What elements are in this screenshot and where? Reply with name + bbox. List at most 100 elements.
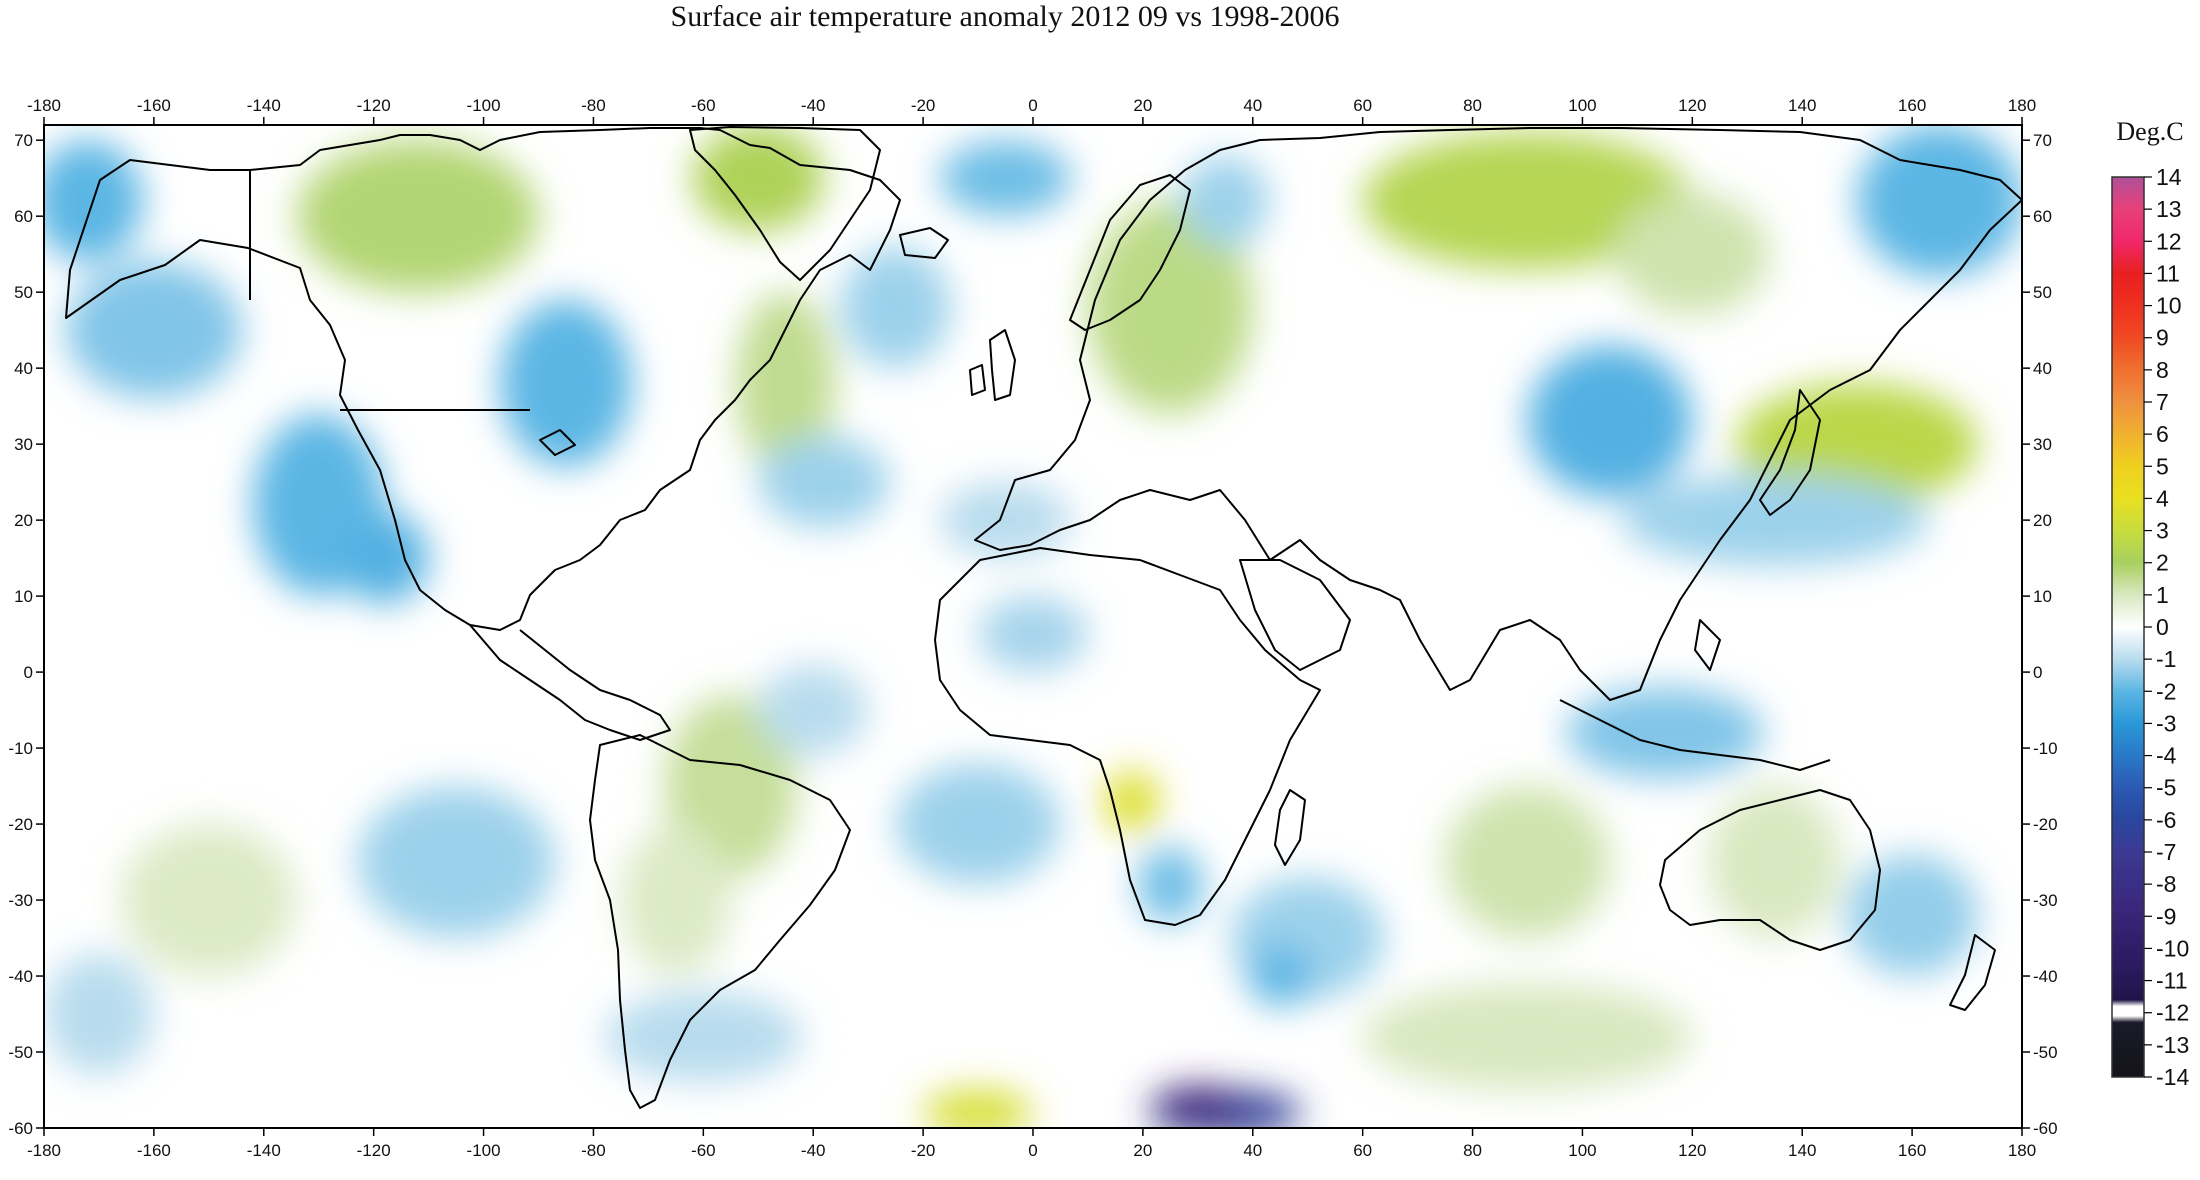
lat-tick-label: -20 [2033, 815, 2058, 834]
lat-tick-label: 0 [24, 663, 33, 682]
colorbar-label: 1 [2156, 582, 2169, 608]
anomaly-region [758, 436, 891, 528]
anomaly-region [340, 512, 429, 604]
coastlines [65, 126, 2022, 1109]
colorbar-gradient [2111, 176, 2145, 1078]
lat-tick-label: -10 [8, 739, 33, 758]
colorbar-label: 14 [2156, 164, 2182, 190]
colorbar-unit-label: Deg.C [2116, 117, 2183, 146]
lon-tick-label: -160 [137, 1141, 171, 1160]
anomaly-region [1615, 193, 1770, 315]
lat-tick-label: -30 [8, 891, 33, 910]
anomaly-region [1104, 770, 1160, 832]
lat-tick-label: -40 [8, 967, 33, 986]
lon-tick-label: 20 [1133, 1141, 1152, 1160]
lon-tick-label: -40 [801, 96, 826, 115]
anomaly-region [1708, 786, 1841, 939]
lat-tick-label: 60 [2033, 207, 2052, 226]
colorbar-label: -14 [2156, 1064, 2189, 1090]
lat-tick-label: 30 [14, 435, 33, 454]
lat-tick-label: 40 [14, 359, 33, 378]
lat-tick-label: 20 [14, 511, 33, 530]
colorbar-label: 8 [2156, 357, 2169, 383]
colorbar-label: 5 [2156, 453, 2169, 479]
colorbar: Deg.C 14131211109876543210-1-2-3-4-5-6-7… [2111, 117, 2189, 1090]
lon-tick-label: 120 [1678, 96, 1706, 115]
colorbar-label: 0 [2156, 614, 2169, 640]
anomaly-region [758, 664, 869, 756]
anomaly-region [44, 140, 143, 262]
colorbar-label: -2 [2156, 678, 2176, 704]
lon-tick-label: -20 [911, 96, 936, 115]
lon-tick-label: 160 [1898, 96, 1926, 115]
lon-tick-label: 120 [1678, 1141, 1706, 1160]
lat-tick-label: -50 [2033, 1043, 2058, 1062]
colorbar-label: 6 [2156, 421, 2169, 447]
lon-tick-label: -120 [357, 1141, 391, 1160]
colorbar-label: -9 [2156, 903, 2176, 929]
anomaly-region [500, 299, 632, 467]
colorbar-label: 11 [2156, 260, 2180, 286]
lat-tick-label: 50 [2033, 283, 2052, 302]
anomaly-region [1620, 474, 1929, 566]
colorbar-label: -1 [2156, 646, 2176, 672]
colorbar-label: -5 [2156, 775, 2176, 801]
anomaly-region [1445, 786, 1610, 939]
lon-tick-label: -100 [467, 96, 501, 115]
lat-tick-label: 70 [2033, 131, 2052, 150]
colorbar-label: -11 [2156, 968, 2188, 994]
colorbar-label: 3 [2156, 518, 2169, 544]
anomaly-region [895, 763, 1061, 885]
lon-tick-label: -140 [247, 96, 281, 115]
lat-tick-label: 20 [2033, 511, 2052, 530]
colorbar-label: -12 [2156, 1000, 2189, 1026]
lat-tick-label: 60 [14, 207, 33, 226]
lat-tick-label: -40 [2033, 967, 2058, 986]
lon-tick-label: -180 [27, 1141, 61, 1160]
anomaly-region [1846, 854, 1979, 977]
lat-tick-label: 0 [2033, 663, 2042, 682]
colorbar-label: 4 [2156, 485, 2169, 511]
longitude-ticks-top: -180 -160 -140 -120 -100 -80 -60 -40 -20 0 20 40 60 8… [27, 96, 2036, 125]
anomaly-region [604, 991, 803, 1083]
anomaly-region [1527, 345, 1693, 498]
lon-tick-label: -120 [357, 96, 391, 115]
colorbar-label: -4 [2156, 743, 2177, 769]
latitude-ticks-left: 70 60 50 40 30 20 10 0 -10 -20 -30 -40 -50 -60 [8, 131, 44, 1138]
anomaly-region [1565, 687, 1764, 779]
colorbar-labels: 14131211109876543210-1-2-3-4-5-6-7-8-9-1… [2144, 164, 2189, 1090]
anomaly-region [296, 140, 539, 293]
lon-tick-label: 60 [1353, 1141, 1372, 1160]
lat-tick-label: -30 [2033, 891, 2058, 910]
anomaly-region [1153, 1086, 1242, 1125]
lon-tick-label: 40 [1243, 96, 1262, 115]
lat-tick-label: 40 [2033, 359, 2052, 378]
anomaly-region [939, 140, 1072, 217]
lon-tick-label: -140 [247, 1141, 281, 1160]
lon-tick-label: -160 [137, 96, 171, 115]
anomaly-region [939, 482, 1072, 559]
longitude-ticks-bottom: -180 -160 -140 -120 -100 -80 -60 -40 -20 0 20 40 60 8… [27, 1128, 2036, 1160]
lon-tick-label: 60 [1353, 96, 1372, 115]
anomaly-region [1137, 846, 1204, 923]
colorbar-label: -7 [2156, 839, 2176, 865]
lon-tick-label: 100 [1568, 96, 1596, 115]
lon-tick-label: 180 [2008, 1141, 2036, 1160]
lat-tick-label: 10 [14, 587, 33, 606]
anomaly-region [923, 1090, 1033, 1128]
anomaly-region [620, 824, 731, 977]
colorbar-label: -6 [2156, 807, 2176, 833]
colorbar-label: -3 [2156, 710, 2176, 736]
colorbar-label: 9 [2156, 325, 2169, 351]
lon-tick-label: -20 [911, 1141, 936, 1160]
lon-tick-label: -80 [581, 1141, 606, 1160]
anomaly-region [357, 786, 555, 939]
chart-title: Surface air temperature anomaly 2012 09 … [671, 0, 1340, 33]
colorbar-label: 10 [2156, 293, 2182, 319]
lon-tick-label: -40 [801, 1141, 826, 1160]
lat-tick-label: -10 [2033, 739, 2058, 758]
lat-tick-label: -60 [2033, 1119, 2058, 1138]
lon-tick-label: 20 [1133, 96, 1152, 115]
lon-tick-label: 80 [1463, 1141, 1482, 1160]
lat-tick-label: 50 [14, 283, 33, 302]
